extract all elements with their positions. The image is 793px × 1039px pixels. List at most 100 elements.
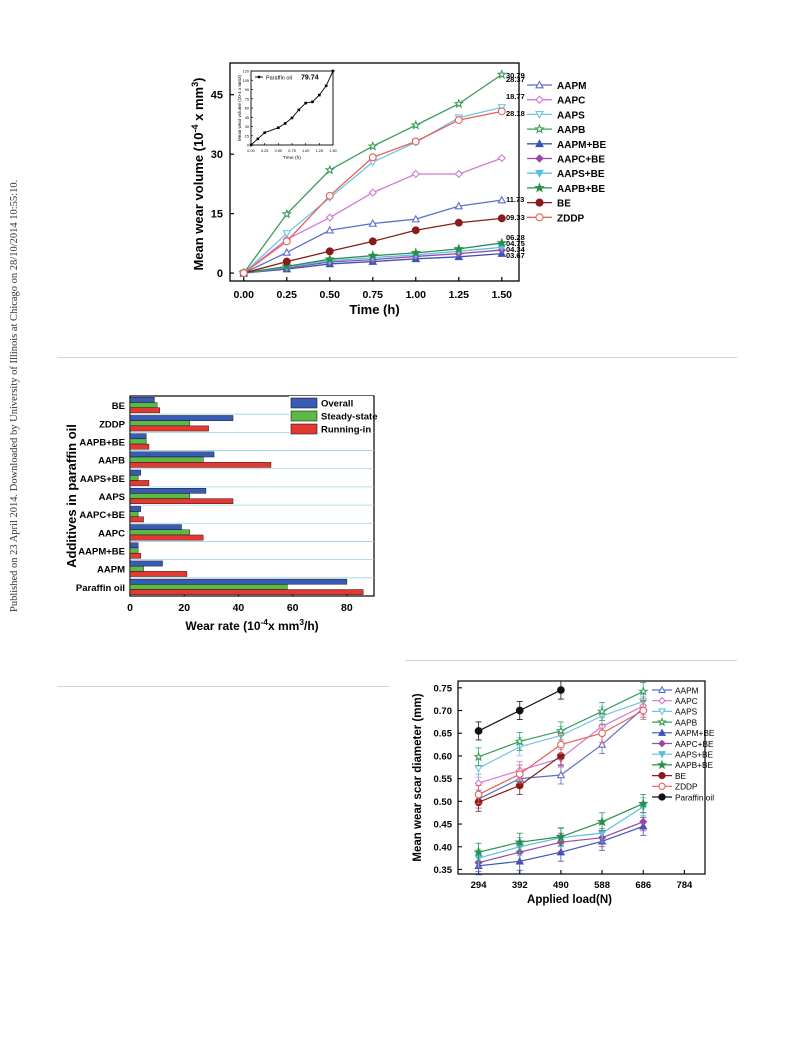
legend-label: BE xyxy=(675,771,687,781)
legend-label: AAPS xyxy=(557,110,585,121)
inset-point xyxy=(277,126,280,130)
data-point xyxy=(638,686,649,696)
x-axis-label-part: /h) xyxy=(304,619,319,633)
inset-point xyxy=(318,93,321,97)
end-value-label: 28.37 xyxy=(506,75,525,84)
legend-label: AAPM xyxy=(557,81,586,92)
category-label: Paraffin oil xyxy=(76,583,125,594)
bar xyxy=(129,560,163,567)
legend-label: AAPM xyxy=(675,685,699,695)
inset-y-tick-label: 60 xyxy=(245,107,249,111)
data-point xyxy=(514,736,525,746)
y-tick-label: 0.75 xyxy=(434,683,453,694)
bar xyxy=(129,443,150,450)
legend-marker xyxy=(535,80,544,89)
legend-label: AAPM+BE xyxy=(557,140,607,151)
y-tick-label: 0.60 xyxy=(434,751,453,762)
y-tick-label: 0.55 xyxy=(434,774,453,785)
bar xyxy=(129,571,188,577)
x-tick-label: 40 xyxy=(233,602,245,614)
data-point xyxy=(282,230,292,238)
data-point xyxy=(454,201,464,210)
x-tick-label: 1.00 xyxy=(406,289,427,301)
end-value-label: 09.33 xyxy=(506,213,525,222)
data-point xyxy=(325,191,334,200)
x-axis-label-part: -4 xyxy=(261,617,269,627)
data-point xyxy=(368,188,377,197)
divider-right xyxy=(405,660,737,661)
data-point xyxy=(453,98,465,109)
category-label: AAPM xyxy=(97,565,125,576)
legend-marker xyxy=(657,716,667,727)
category-label: AAPB xyxy=(98,456,125,467)
legend-label: AAPM+BE xyxy=(675,728,715,738)
legend-label: ZDDP xyxy=(557,213,585,224)
category-label: AAPS xyxy=(99,492,125,503)
y-tick-label: 0.65 xyxy=(434,729,453,740)
legend-label: Paraffin oil xyxy=(675,792,714,802)
plot-frame xyxy=(229,62,520,282)
x-tick-label: 0.25 xyxy=(277,289,298,301)
y-tick-label: 0.35 xyxy=(434,865,453,876)
y-axis-label-part: x mm xyxy=(191,87,206,125)
end-value-label: 03.67 xyxy=(506,251,525,260)
legend-marker xyxy=(534,182,545,193)
bar xyxy=(129,498,234,505)
legend-marker xyxy=(658,739,666,748)
inset-point xyxy=(297,108,301,112)
category-label: AAPB+BE xyxy=(79,437,125,448)
y-axis-label-part: -4 xyxy=(190,124,200,133)
inset-y-tick-label: 30 xyxy=(245,125,249,129)
inset-x-tick-label: 0.00 xyxy=(247,149,254,153)
data-point xyxy=(557,740,565,749)
legend-label: AAPB xyxy=(675,717,698,727)
x-axis-label: Applied load(N) xyxy=(527,894,612,906)
bar xyxy=(129,534,204,541)
legend-label: AAPC xyxy=(675,696,698,706)
data-point xyxy=(368,218,378,227)
end-value-label: 04.34 xyxy=(506,245,526,254)
x-axis-label: Wear rate (10-4x mm3/h) xyxy=(185,617,318,633)
x-tick-label: 490 xyxy=(553,880,569,891)
data-point xyxy=(239,269,248,278)
legend-marker xyxy=(535,95,544,104)
inset-point xyxy=(290,116,294,120)
legend-swatch xyxy=(290,423,318,435)
legend-marker xyxy=(657,708,667,716)
data-point xyxy=(282,257,291,266)
data-point xyxy=(454,218,463,227)
data-point xyxy=(325,247,334,256)
x-axis-label: Time (h) xyxy=(349,302,399,317)
legend-swatch xyxy=(290,397,318,409)
inset-y-tick-label: 0 xyxy=(247,144,249,148)
data-point xyxy=(556,770,566,779)
data-point xyxy=(281,208,292,219)
legend-label: AAPC+BE xyxy=(557,155,605,166)
end-value-label: 04.75 xyxy=(506,239,525,248)
inset-point xyxy=(331,69,335,73)
legend-label: AAPS xyxy=(675,707,698,717)
inset-point xyxy=(324,84,328,88)
data-point xyxy=(282,247,292,256)
data-point xyxy=(497,214,506,223)
data-point xyxy=(473,751,484,762)
legend-marker xyxy=(535,198,544,207)
data-point xyxy=(325,225,335,234)
inset-y-tick-label: 15 xyxy=(245,134,249,138)
inset-x-tick-label: 1.25 xyxy=(316,149,323,153)
data-point xyxy=(557,686,565,694)
data-point xyxy=(555,725,567,736)
y-tick-label: 0.40 xyxy=(434,842,453,853)
data-point xyxy=(453,243,465,254)
legend-label: AAPC xyxy=(557,96,585,107)
data-point xyxy=(555,831,567,842)
inset-y-tick-label: 105 xyxy=(243,79,249,83)
data-point xyxy=(454,169,463,179)
legend-marker xyxy=(658,793,666,801)
data-point xyxy=(324,164,335,175)
bar xyxy=(129,480,150,486)
data-point xyxy=(367,140,379,151)
legend-marker xyxy=(535,139,544,148)
data-point xyxy=(411,214,421,223)
legend-swatch xyxy=(290,410,318,422)
